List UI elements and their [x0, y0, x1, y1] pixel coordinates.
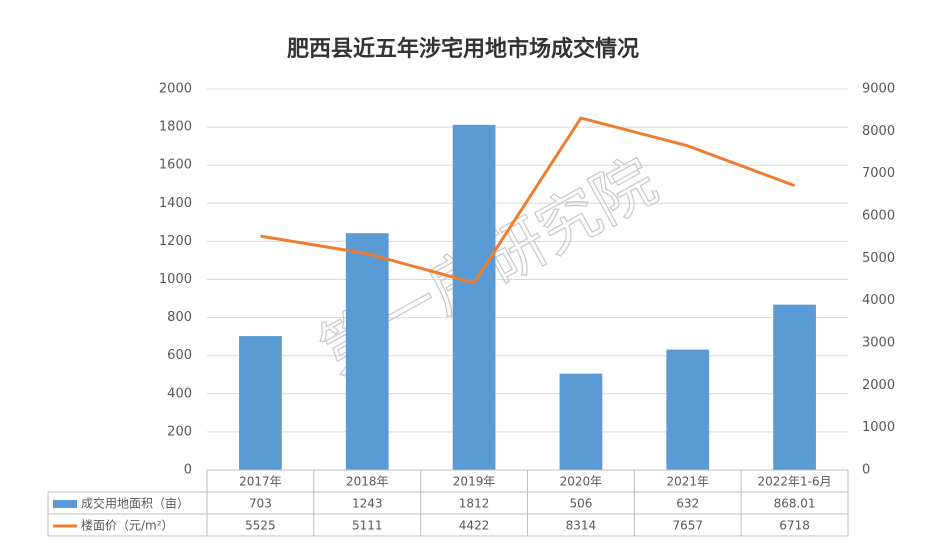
y2-tick-label: 3000 — [862, 336, 895, 351]
y-tick-label: 1800 — [159, 120, 192, 135]
bar — [452, 124, 496, 471]
y-tick-label: 200 — [167, 424, 192, 439]
y2-tick-label: 4000 — [862, 293, 895, 308]
x-tick-label: 2018年 — [346, 475, 389, 489]
y-tick-label: 1400 — [159, 196, 192, 211]
x-tick-label: 2022年1-6月 — [758, 475, 832, 489]
bar — [773, 304, 816, 470]
y-tick-label: 800 — [167, 310, 192, 325]
y2-tick-label: 9000 — [862, 82, 895, 97]
table-value: 8314 — [566, 519, 597, 533]
y-tick-label: 400 — [167, 386, 192, 401]
table-value: 632 — [676, 497, 699, 511]
legend-label: 楼面价（元/m²） — [81, 518, 174, 533]
y-tick-label: 1000 — [159, 272, 192, 287]
table-value: 4422 — [459, 519, 490, 533]
line-series — [260, 116, 796, 285]
y-tick-label: 0 — [184, 463, 192, 478]
table-value: 1812 — [459, 497, 490, 511]
y2-tick-label: 7000 — [862, 166, 895, 181]
table-value: 6718 — [779, 519, 810, 533]
table-value: 5111 — [352, 519, 383, 533]
legend-label: 成交用地面积（亩） — [81, 496, 189, 511]
y-tick-label: 1600 — [159, 158, 192, 173]
table-value: 506 — [569, 497, 592, 511]
y2-tick-label: 0 — [862, 463, 870, 478]
y2-tick-label: 6000 — [862, 209, 895, 224]
table-value: 1243 — [352, 497, 383, 511]
table-value: 7657 — [672, 519, 703, 533]
x-tick-label: 2020年 — [560, 475, 603, 489]
y2-tick-label: 1000 — [862, 420, 895, 435]
y2-tick-label: 8000 — [862, 124, 895, 139]
table-value: 868.01 — [774, 497, 816, 511]
bar — [666, 349, 710, 470]
table-value: 5525 — [245, 519, 276, 533]
legend-key — [53, 500, 77, 508]
y-tick-label: 1200 — [159, 234, 192, 249]
x-tick-label: 2021年 — [666, 475, 709, 489]
y2-tick-label: 5000 — [862, 251, 895, 266]
bar — [239, 336, 282, 470]
y-tick-label: 600 — [167, 348, 192, 363]
y-tick-label: 2000 — [159, 82, 192, 97]
bar — [345, 233, 389, 470]
chart-title: 肥西县近五年涉宅用地市场成交情况 — [287, 36, 639, 62]
x-tick-label: 2017年 — [239, 475, 282, 489]
table-value: 703 — [249, 497, 272, 511]
y2-tick-label: 2000 — [862, 378, 895, 393]
x-tick-label: 2019年 — [453, 475, 496, 489]
bar — [559, 373, 603, 470]
